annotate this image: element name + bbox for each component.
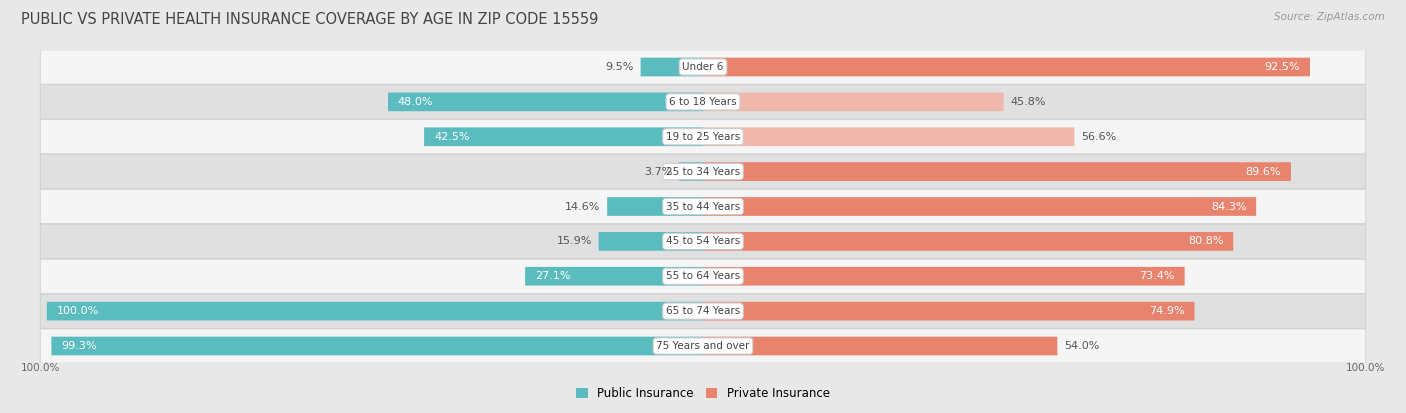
FancyBboxPatch shape: [703, 58, 1310, 76]
FancyBboxPatch shape: [703, 337, 1057, 355]
FancyBboxPatch shape: [425, 127, 703, 146]
FancyBboxPatch shape: [41, 224, 1365, 259]
FancyBboxPatch shape: [703, 162, 1291, 181]
FancyBboxPatch shape: [41, 259, 1365, 293]
FancyBboxPatch shape: [41, 190, 1365, 223]
FancyBboxPatch shape: [388, 93, 703, 111]
FancyBboxPatch shape: [703, 197, 1256, 216]
Text: 73.4%: 73.4%: [1139, 271, 1175, 281]
FancyBboxPatch shape: [524, 267, 703, 286]
Text: 14.6%: 14.6%: [565, 202, 600, 211]
Text: 100.0%: 100.0%: [1346, 363, 1385, 373]
Text: 42.5%: 42.5%: [434, 132, 470, 142]
FancyBboxPatch shape: [703, 93, 1004, 111]
Text: 54.0%: 54.0%: [1064, 341, 1099, 351]
Text: 15.9%: 15.9%: [557, 236, 592, 247]
Text: 3.7%: 3.7%: [644, 166, 672, 177]
FancyBboxPatch shape: [679, 162, 703, 181]
Text: 9.5%: 9.5%: [606, 62, 634, 72]
Legend: Public Insurance, Private Insurance: Public Insurance, Private Insurance: [571, 382, 835, 405]
Text: 100.0%: 100.0%: [21, 363, 60, 373]
Text: 35 to 44 Years: 35 to 44 Years: [666, 202, 740, 211]
FancyBboxPatch shape: [41, 85, 1365, 119]
FancyBboxPatch shape: [41, 294, 1365, 328]
FancyBboxPatch shape: [41, 50, 1365, 84]
Text: 56.6%: 56.6%: [1081, 132, 1116, 142]
Text: 45.8%: 45.8%: [1010, 97, 1046, 107]
Text: 55 to 64 Years: 55 to 64 Years: [666, 271, 740, 281]
Text: 48.0%: 48.0%: [398, 97, 433, 107]
Text: 89.6%: 89.6%: [1246, 166, 1281, 177]
FancyBboxPatch shape: [641, 58, 703, 76]
Text: 100.0%: 100.0%: [56, 306, 98, 316]
Text: 45 to 54 Years: 45 to 54 Years: [666, 236, 740, 247]
Text: 19 to 25 Years: 19 to 25 Years: [666, 132, 740, 142]
FancyBboxPatch shape: [703, 302, 1195, 320]
FancyBboxPatch shape: [599, 232, 703, 251]
FancyBboxPatch shape: [703, 232, 1233, 251]
FancyBboxPatch shape: [46, 302, 703, 320]
FancyBboxPatch shape: [41, 329, 1365, 363]
Text: 27.1%: 27.1%: [536, 271, 571, 281]
Text: 6 to 18 Years: 6 to 18 Years: [669, 97, 737, 107]
FancyBboxPatch shape: [703, 267, 1185, 286]
Text: Source: ZipAtlas.com: Source: ZipAtlas.com: [1274, 12, 1385, 22]
FancyBboxPatch shape: [52, 337, 703, 355]
Text: 25 to 34 Years: 25 to 34 Years: [666, 166, 740, 177]
Text: Under 6: Under 6: [682, 62, 724, 72]
Text: PUBLIC VS PRIVATE HEALTH INSURANCE COVERAGE BY AGE IN ZIP CODE 15559: PUBLIC VS PRIVATE HEALTH INSURANCE COVER…: [21, 12, 599, 27]
Text: 99.3%: 99.3%: [62, 341, 97, 351]
Text: 65 to 74 Years: 65 to 74 Years: [666, 306, 740, 316]
Text: 75 Years and over: 75 Years and over: [657, 341, 749, 351]
FancyBboxPatch shape: [41, 154, 1365, 189]
FancyBboxPatch shape: [41, 120, 1365, 154]
Text: 84.3%: 84.3%: [1211, 202, 1246, 211]
FancyBboxPatch shape: [703, 127, 1074, 146]
Text: 80.8%: 80.8%: [1188, 236, 1223, 247]
Text: 92.5%: 92.5%: [1264, 62, 1301, 72]
Text: 74.9%: 74.9%: [1149, 306, 1185, 316]
FancyBboxPatch shape: [607, 197, 703, 216]
